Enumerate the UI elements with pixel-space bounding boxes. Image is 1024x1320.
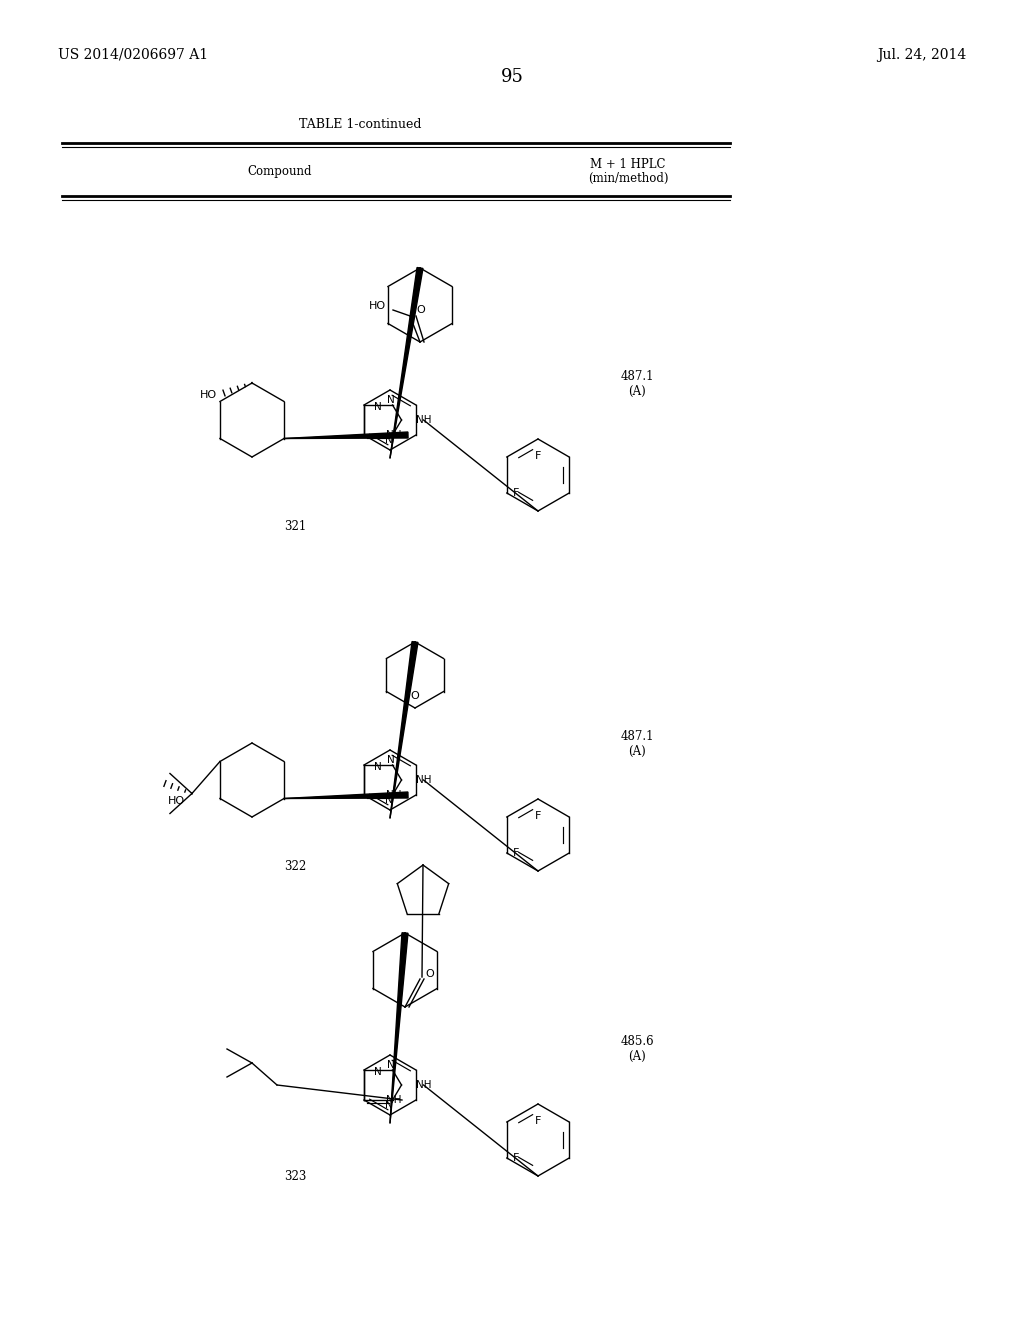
Text: NH: NH (416, 775, 431, 785)
Text: N: N (385, 436, 393, 445)
Text: NH: NH (386, 430, 402, 440)
Polygon shape (390, 268, 423, 458)
Text: N: N (387, 1060, 395, 1071)
Text: F: F (535, 810, 542, 821)
Text: NH: NH (386, 789, 402, 800)
Text: O: O (425, 969, 434, 979)
Text: M + 1 HPLC: M + 1 HPLC (590, 158, 666, 172)
Text: NH: NH (416, 1080, 431, 1090)
Text: F: F (513, 1152, 519, 1163)
Text: 485.6: 485.6 (621, 1035, 653, 1048)
Text: TABLE 1-continued: TABLE 1-continued (299, 117, 421, 131)
Text: 487.1: 487.1 (621, 370, 653, 383)
Text: 322: 322 (284, 861, 306, 873)
Polygon shape (390, 933, 408, 1123)
Text: 321: 321 (284, 520, 306, 533)
Text: 323: 323 (284, 1170, 306, 1183)
Text: N: N (385, 1100, 393, 1110)
Text: HO: HO (200, 389, 217, 400)
Text: N: N (387, 755, 395, 766)
Text: US 2014/0206697 A1: US 2014/0206697 A1 (58, 48, 208, 62)
Text: (A): (A) (628, 385, 646, 399)
Text: O: O (411, 690, 420, 701)
Text: 95: 95 (501, 69, 523, 86)
Text: F: F (513, 488, 519, 498)
Text: Compound: Compound (248, 165, 312, 178)
Text: N: N (385, 795, 393, 805)
Polygon shape (284, 792, 409, 799)
Text: HO: HO (369, 301, 386, 312)
Text: N: N (374, 762, 382, 772)
Text: F: F (535, 451, 542, 461)
Polygon shape (284, 432, 409, 438)
Text: N: N (387, 395, 395, 405)
Text: Jul. 24, 2014: Jul. 24, 2014 (877, 48, 966, 62)
Text: (A): (A) (628, 1049, 646, 1063)
Text: N: N (374, 403, 382, 412)
Text: 487.1: 487.1 (621, 730, 653, 743)
Text: O: O (416, 305, 425, 315)
Text: F: F (513, 847, 519, 858)
Polygon shape (390, 642, 418, 818)
Text: (A): (A) (628, 744, 646, 758)
Text: NH: NH (416, 414, 431, 425)
Text: HO: HO (168, 796, 185, 807)
Text: N: N (374, 1067, 382, 1077)
Text: NH: NH (386, 1096, 402, 1105)
Text: (min/method): (min/method) (588, 172, 669, 185)
Text: F: F (535, 1115, 542, 1126)
